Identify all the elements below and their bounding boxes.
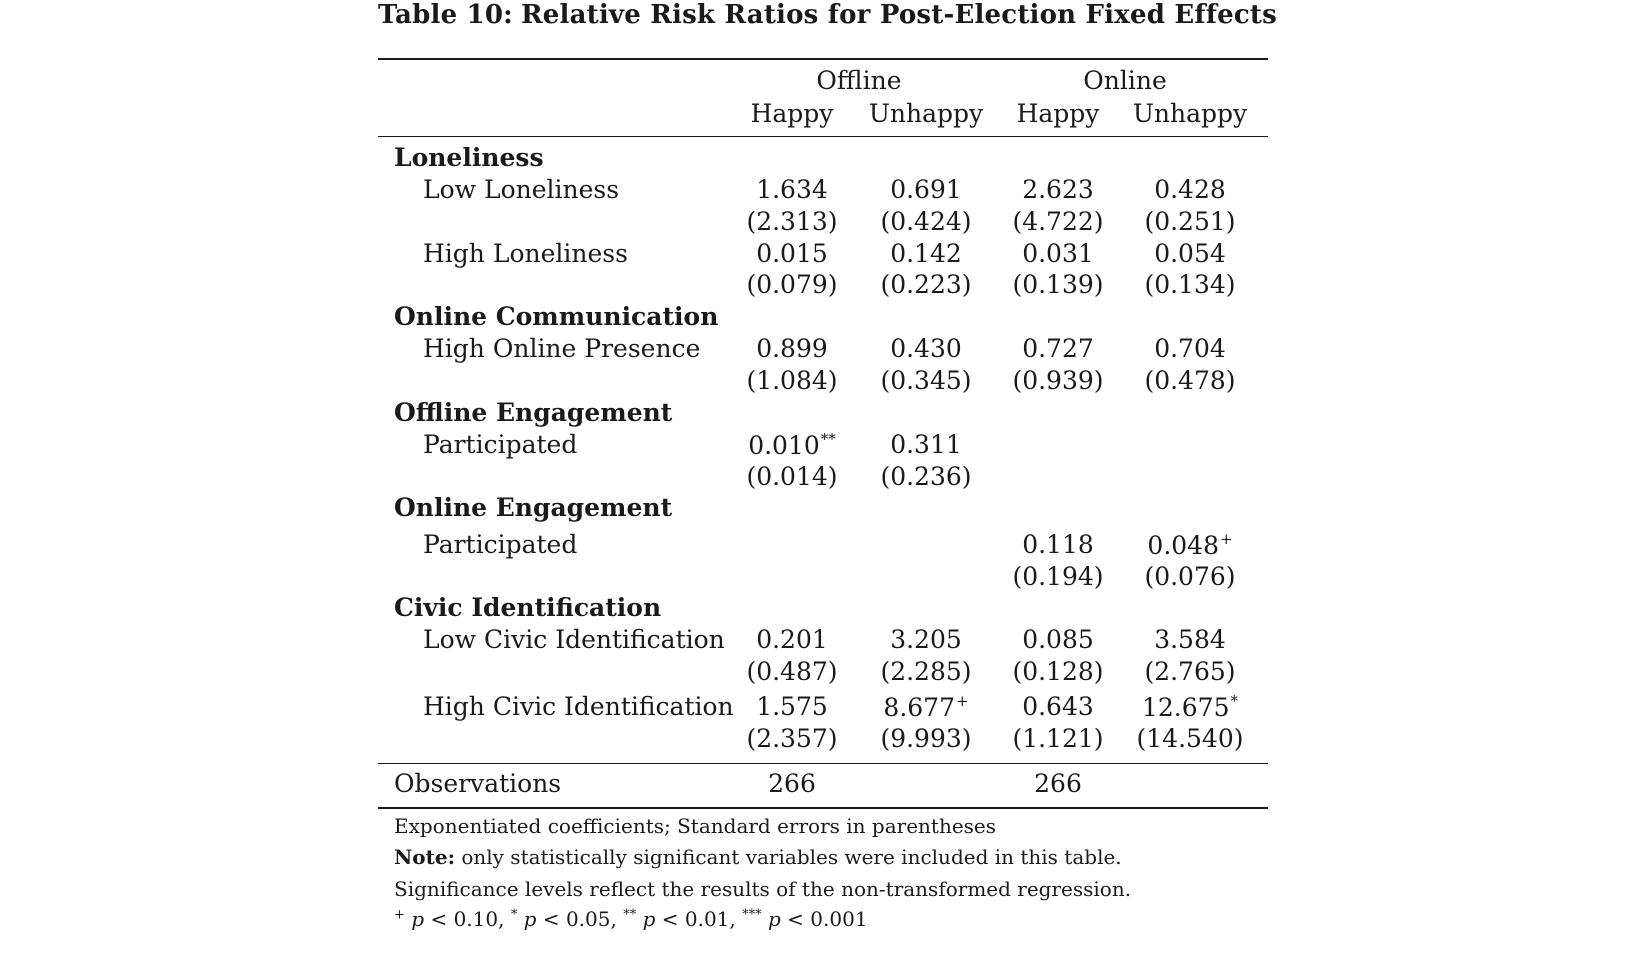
se-cell: (1.084): [746, 366, 838, 395]
section-heading-online-communication: Online Communication: [394, 302, 719, 331]
note-text: only statistically significant variables…: [461, 845, 1122, 869]
table-title: Table 10: Relative Risk Ratios for Post-E…: [378, 0, 1277, 30]
coef-cell: 0.727: [1022, 334, 1094, 363]
body-rule: [378, 763, 1268, 764]
coef-cell: 0.048+: [1147, 530, 1233, 560]
row-label-high-online-presence: High Online Presence: [423, 334, 701, 363]
se-cell: (0.194): [1012, 562, 1104, 591]
coef-cell: 0.054: [1154, 239, 1226, 268]
se-cell: (0.939): [1012, 366, 1104, 395]
coef-cell: 0.015: [756, 239, 828, 268]
row-label-online-participated: Participated: [423, 530, 578, 559]
group-header-offline: Offline: [816, 66, 902, 95]
coef-cell: 0.118: [1022, 530, 1094, 559]
se-cell: (0.079): [746, 270, 838, 299]
section-heading-online-engagement: Online Engagement: [394, 493, 673, 522]
bottom-rule: [378, 807, 1268, 809]
column-header-offline-happy: Happy: [750, 99, 834, 128]
se-cell: (0.487): [746, 657, 838, 686]
se-cell: (4.722): [1012, 207, 1104, 236]
section-heading-loneliness: Loneliness: [394, 143, 544, 172]
column-header-online-happy: Happy: [1016, 99, 1100, 128]
row-label-low-civic-identification: Low Civic Identification: [423, 625, 725, 654]
se-cell: (0.345): [880, 366, 972, 395]
se-cell: (0.478): [1144, 366, 1236, 395]
note-significance-levels: Significance levels reflect the results …: [394, 877, 1132, 901]
coef-cell: 0.142: [890, 239, 962, 268]
coef-cell: 0.010**: [748, 430, 836, 460]
coef-cell: 1.634: [756, 175, 828, 204]
table-title-text: Relative Risk Ratios for Post-Election F…: [520, 0, 1277, 30]
se-cell: (2.765): [1144, 657, 1236, 686]
row-label-offline-participated: Participated: [423, 430, 578, 459]
se-cell: (14.540): [1136, 724, 1244, 753]
se-cell: (0.076): [1144, 562, 1236, 591]
header-rule: [378, 136, 1268, 137]
coef-cell: 0.085: [1022, 625, 1094, 654]
note-coefficients: Exponentiated coefficients; Standard err…: [394, 814, 997, 838]
se-cell: (0.128): [1012, 657, 1104, 686]
row-label-low-loneliness: Low Loneliness: [423, 175, 620, 204]
se-cell: (0.236): [880, 462, 972, 491]
observations-label: Observations: [394, 769, 562, 798]
note-significance-key: + p < 0.10, * p < 0.05, ** p < 0.01, ***…: [394, 907, 868, 931]
se-cell: (0.251): [1144, 207, 1236, 236]
coef-cell: 0.311: [890, 430, 962, 459]
se-cell: (1.121): [1012, 724, 1104, 753]
se-cell: (2.357): [746, 724, 838, 753]
coef-cell: 0.704: [1154, 334, 1226, 363]
table-title-label: Table 10:: [378, 0, 513, 30]
section-heading-offline-engagement: Offline Engagement: [394, 398, 673, 427]
note-label: Note:: [394, 845, 455, 869]
coef-cell: 3.205: [890, 625, 962, 654]
se-cell: (0.223): [880, 270, 972, 299]
row-label-high-civic-identification: High Civic Identification: [423, 692, 734, 721]
column-header-offline-unhappy: Unhappy: [868, 99, 984, 128]
group-header-online: Online: [1083, 66, 1167, 95]
se-cell: (0.424): [880, 207, 972, 236]
note-significant-only: Note: only statistically significant var…: [394, 845, 1122, 869]
coef-cell: 0.031: [1022, 239, 1094, 268]
se-cell: (9.993): [880, 724, 972, 753]
significance-stars: **: [820, 430, 836, 448]
coef-cell: 0.643: [1022, 692, 1094, 721]
se-cell: (0.139): [1012, 270, 1104, 299]
se-cell: (2.313): [746, 207, 838, 236]
coef-cell: 0.428: [1154, 175, 1226, 204]
observations-online: 266: [1034, 769, 1082, 798]
significance-stars: +: [956, 692, 969, 710]
coef-cell: 8.677+: [883, 692, 969, 722]
coef-cell: 2.623: [1022, 175, 1094, 204]
column-header-online-unhappy: Unhappy: [1132, 99, 1248, 128]
coef-cell: 0.430: [890, 334, 962, 363]
se-cell: (2.285): [880, 657, 972, 686]
top-rule: [378, 58, 1268, 60]
coef-cell: 0.899: [756, 334, 828, 363]
row-label-high-loneliness: High Loneliness: [423, 239, 628, 268]
se-cell: (0.014): [746, 462, 838, 491]
section-heading-civic-identification: Civic Identification: [394, 593, 662, 622]
significance-stars: *: [1230, 692, 1238, 710]
coef-cell: 0.691: [890, 175, 962, 204]
observations-offline: 266: [768, 769, 816, 798]
coef-cell: 3.584: [1154, 625, 1226, 654]
coef-cell: 12.675*: [1142, 692, 1238, 722]
coef-cell: 1.575: [756, 692, 828, 721]
coef-cell: 0.201: [756, 625, 828, 654]
se-cell: (0.134): [1144, 270, 1236, 299]
significance-stars: +: [1220, 530, 1233, 548]
